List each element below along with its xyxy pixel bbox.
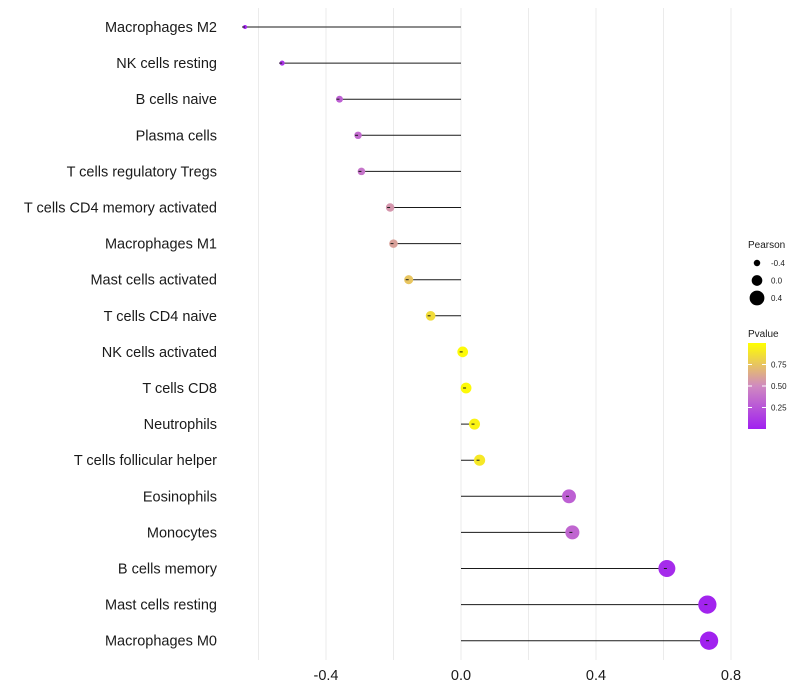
colorbar-label: 0.25 [771,404,787,413]
category-label: Monocytes [147,525,217,541]
size-legend-dot [749,290,765,306]
category-label: Mast cells resting [105,598,217,614]
size-legend-label: -0.4 [771,259,785,268]
category-label: B cells naive [136,92,217,108]
category-label: Macrophages M1 [105,237,217,253]
x-tick-label: 0.0 [451,668,471,684]
color-legend-title: Pvalue [748,329,779,340]
category-label: Neutrophils [144,417,217,433]
x-axis-ticks: -0.4 0.0 0.4 0.8 [314,668,742,684]
pvalue-colorbar [748,343,766,429]
category-label: Plasma cells [136,128,217,144]
grid-lines [258,8,732,660]
category-labels: Macrophages M2 NK cells resting B cells na… [24,20,218,650]
category-label: B cells memory [118,562,218,578]
color-legend-ticks: 0.75 0.50 0.25 [748,361,787,413]
lollipop-stems [245,26,710,642]
size-legend-title: Pearson [748,240,785,251]
size-legend-label: 0.0 [771,277,783,286]
colorbar-label: 0.75 [771,361,787,370]
legend: Pearson -0.4 0.0 0.4 Pvalue 0.75 0.50 0.25 [748,240,787,429]
colorbar-label: 0.50 [771,382,787,391]
category-label: NK cells resting [116,56,217,72]
category-label: NK cells activated [102,345,217,361]
category-label: T cells CD8 [142,381,217,397]
x-tick-label: 0.8 [721,668,741,684]
category-label: T cells CD4 memory activated [24,201,217,217]
category-label: Macrophages M0 [105,634,217,650]
category-label: Macrophages M2 [105,20,217,36]
category-label: T cells CD4 naive [104,309,217,325]
category-label: T cells follicular helper [74,453,217,469]
size-legend-dot [753,259,761,267]
category-label: Mast cells activated [90,273,217,289]
size-legend-dot [751,275,763,286]
category-label: Eosinophils [143,489,217,505]
x-tick-label: -0.4 [314,668,339,684]
lollipop-dots [242,25,719,650]
size-legend: -0.4 0.0 0.4 [749,259,785,306]
x-tick-label: 0.4 [586,668,606,684]
category-label: T cells regulatory Tregs [67,164,217,180]
size-legend-label: 0.4 [771,294,783,303]
